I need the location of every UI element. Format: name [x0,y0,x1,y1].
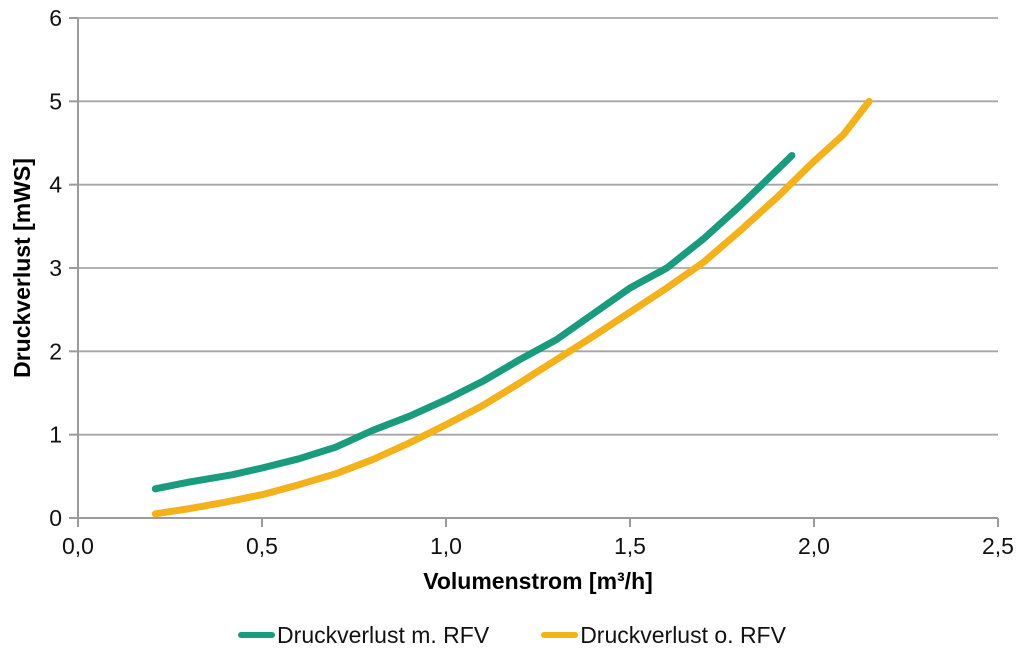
legend-item-druckverlust-o-rfv: Druckverlust o. RFV [541,622,786,649]
legend-label-m-rfv: Druckverlust m. RFV [277,621,490,648]
series-line-0 [151,152,796,493]
plot-area: 0 1 2 3 4 5 6 0,0 0,5 1,0 1,5 2,0 2,5 Volumenstrom [… [9,5,1014,594]
legend-line-swatch-m-rfv [238,632,276,638]
y-tick-label: 3 [49,255,62,281]
legend-label-o-rfv: Druckverlust o. RFV [580,621,786,648]
series-lines [151,97,873,518]
x-axis-title: Volumenstrom [m³/h] [423,568,653,594]
y-tick-label: 6 [49,5,62,31]
tick-labels: 0 1 2 3 4 5 6 0,0 0,5 1,0 1,5 2,0 2,5 [49,5,1014,559]
y-tick-label: 4 [49,172,62,198]
y-tick-label: 5 [49,88,62,114]
axes [69,17,999,527]
x-tick-label: 1,5 [614,533,646,559]
x-tick-label: 2,5 [982,533,1014,559]
y-axis-title: Druckverlust [mWS] [9,158,35,378]
legend: Druckverlust m. RFV Druckverlust o. RFV [0,618,1024,652]
gridlines [78,17,998,436]
x-tick-label: 2,0 [798,533,830,559]
y-tick-label: 1 [49,422,62,448]
legend-line-swatch-o-rfv [541,632,579,638]
legend-item-druckverlust-m-rfv: Druckverlust m. RFV [238,622,489,649]
y-tick-label: 0 [49,505,62,531]
x-tick-label: 1,0 [430,533,462,559]
x-tick-label: 0,0 [62,533,94,559]
x-tick-label: 0,5 [246,533,278,559]
series-line-1 [151,97,873,518]
y-tick-label: 2 [49,338,62,364]
